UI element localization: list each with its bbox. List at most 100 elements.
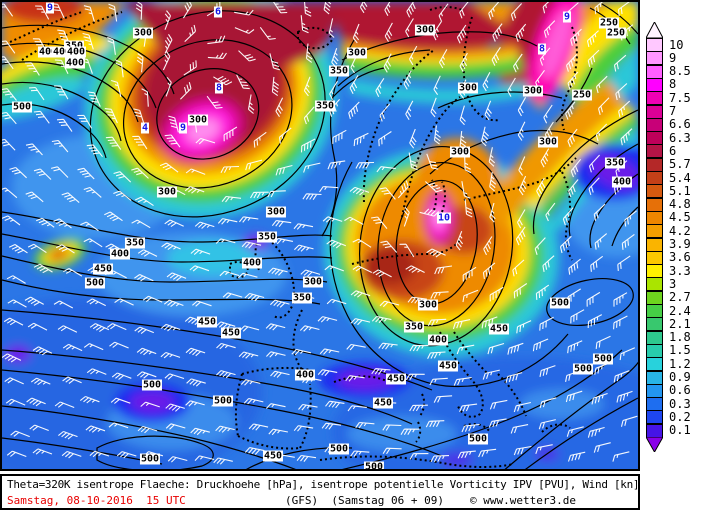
scale-top-arrow	[646, 22, 663, 38]
wind-barb	[587, 314, 603, 329]
wind-barb	[32, 346, 53, 356]
wind-barb	[535, 284, 550, 300]
wind-barb	[459, 52, 468, 72]
wind-barb	[518, 175, 527, 196]
wind-barb	[613, 315, 628, 330]
wind-barb	[184, 186, 205, 194]
wind-barb	[597, 97, 610, 115]
wind-barb	[586, 30, 599, 48]
wind-barb	[222, 292, 243, 299]
wind-barb	[2, 353, 22, 363]
wind-barb	[302, 193, 322, 201]
wind-barb	[190, 427, 210, 436]
wind-barb	[378, 131, 392, 147]
wind-barb	[532, 338, 549, 352]
wind-barb	[513, 283, 528, 299]
legend-value: 2.1	[669, 316, 691, 331]
wind-barb	[517, 97, 527, 117]
wind-barb	[234, 9, 254, 16]
wind-barb	[595, 335, 611, 349]
legend-cell	[646, 104, 663, 119]
wind-barb	[457, 450, 476, 459]
legend-value: 8	[669, 77, 677, 92]
legend-cell	[646, 343, 663, 358]
wind-barb	[591, 392, 608, 405]
wind-barb	[85, 425, 106, 433]
wind-barb	[10, 430, 30, 438]
legend-value: 3.6	[669, 250, 691, 265]
wind-barb	[221, 195, 242, 203]
wind-barb	[617, 255, 631, 271]
wind-barb	[54, 59, 69, 75]
wind-barb	[217, 218, 238, 225]
wind-barb	[425, 420, 445, 428]
legend-value: 1.5	[669, 343, 691, 358]
wind-barb	[565, 54, 578, 72]
wind-barb	[612, 451, 630, 462]
wind-barb	[613, 370, 630, 383]
wind-barb	[587, 426, 605, 438]
legend-value: 10	[669, 37, 684, 52]
legend-cell	[646, 77, 663, 92]
wind-barb	[513, 401, 532, 413]
wind-barb	[331, 48, 339, 68]
wind-barb	[104, 108, 118, 124]
wind-barb	[86, 298, 106, 307]
wind-barb	[594, 2, 604, 15]
wind-barb	[80, 221, 99, 232]
ipv-color-scale: 10 9 8.5 8 7.5 7 6.6 6.3 6 5.7 5.4 5.1 4.8 4.5 4.2 3.9 3…	[644, 0, 704, 471]
wind-barb	[595, 75, 608, 94]
wind-barb	[317, 369, 338, 377]
wind-barb	[57, 29, 71, 45]
wind-barb	[505, 372, 523, 383]
legend-value: 0.3	[669, 396, 691, 411]
wind-barb	[461, 423, 480, 433]
wind-barb	[86, 368, 107, 375]
wind-barb	[136, 371, 157, 379]
wind-barb	[303, 106, 315, 125]
wind-barb	[300, 138, 316, 153]
wind-barb	[8, 244, 28, 254]
wind-barb	[624, 210, 637, 227]
wind-barb	[570, 28, 582, 46]
wind-barb	[359, 2, 368, 14]
wind-barb	[613, 292, 628, 307]
wind-barb	[184, 24, 197, 42]
wind-barb	[273, 2, 288, 14]
wind-barb	[481, 316, 498, 329]
wind-barb	[332, 129, 347, 144]
wind-barb	[539, 316, 554, 331]
wind-barb	[165, 423, 186, 430]
wind-barb	[265, 403, 286, 409]
wind-barb	[275, 164, 293, 176]
wind-barb	[29, 86, 45, 101]
wind-barb	[50, 166, 69, 178]
wind-barb	[433, 125, 441, 145]
wind-barb	[352, 265, 373, 273]
wind-barb	[616, 390, 633, 403]
wind-barb	[326, 239, 347, 249]
wind-barb	[213, 457, 233, 465]
wind-barb	[278, 127, 292, 144]
wind-barb	[319, 348, 340, 355]
wind-barb	[568, 179, 579, 198]
wind-barb	[27, 322, 48, 331]
wind-barb	[565, 390, 583, 403]
wind-barb	[163, 299, 184, 308]
legend-value: 1.2	[669, 356, 691, 371]
wind-barb	[462, 289, 479, 303]
wind-barb	[86, 144, 103, 158]
wind-barb	[459, 2, 469, 19]
wind-barb	[567, 128, 578, 148]
wind-barb	[7, 299, 27, 308]
legend-value: 1.8	[669, 330, 691, 345]
wind-barb	[216, 370, 236, 379]
wind-barb	[182, 2, 192, 19]
wind-barb	[5, 398, 26, 406]
wind-barb	[517, 121, 526, 141]
wind-barb	[535, 444, 553, 454]
wind-barb	[615, 83, 628, 101]
wind-barb	[133, 108, 145, 125]
legend-value: 3.3	[669, 263, 691, 278]
wind-barb	[484, 100, 492, 121]
